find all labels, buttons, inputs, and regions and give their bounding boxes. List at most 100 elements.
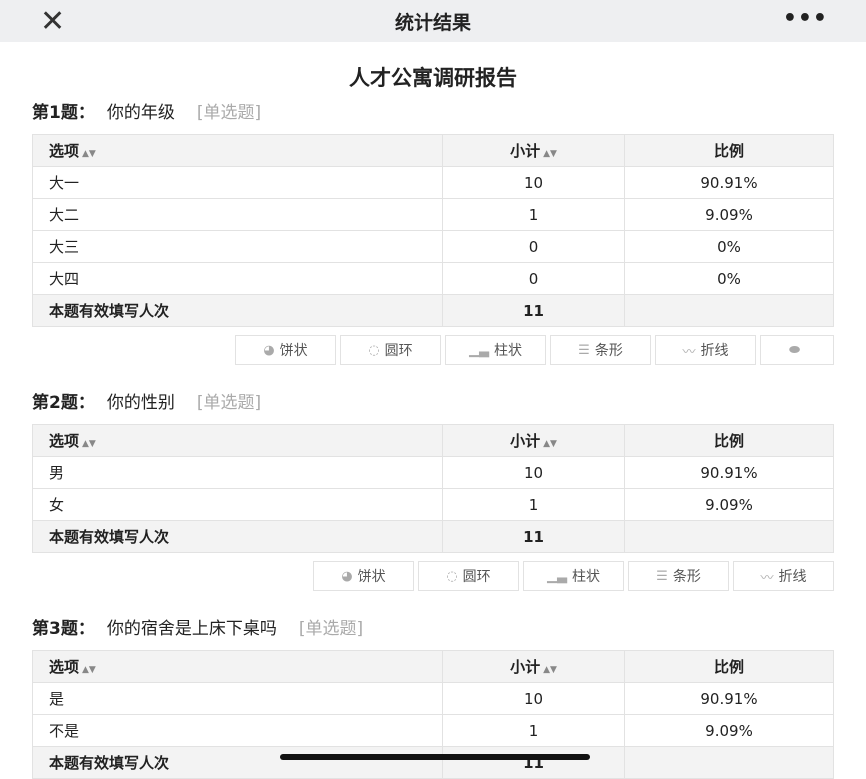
count-cell: 0: [442, 230, 625, 263]
table-header: 选项 ▲▼ 小计 ▲▼ 比例: [32, 424, 834, 457]
hbar-icon: ☰: [578, 342, 590, 358]
chart-button-line[interactable]: 〰折线: [733, 561, 834, 591]
chart-button-bar[interactable]: ▁▃ 柱状: [445, 335, 546, 365]
table-row: 是 10 90.91%: [32, 682, 834, 715]
option-cell: 大四: [32, 262, 443, 295]
ratio-cell: 0%: [624, 262, 834, 295]
pie-icon: ◕: [341, 568, 353, 584]
chart-button-label: 饼状: [357, 569, 386, 585]
sort-icon[interactable]: ▲▼: [543, 149, 557, 159]
bar-icon: ▁▃: [547, 568, 567, 584]
table-row: 不是 1 9.09%: [32, 714, 834, 747]
chart-button-ring[interactable]: ◌ 圆环: [418, 561, 519, 591]
chart-button-label: 条形: [594, 343, 623, 359]
question-number: 第1题：: [32, 102, 95, 123]
count-cell: 10: [442, 166, 625, 199]
table-header: 选项 ▲▼ 小计 ▲▼ 比例: [32, 650, 834, 683]
header-label: 选项: [49, 658, 80, 676]
line-icon: 〰: [682, 344, 696, 360]
header-label: 选项: [49, 432, 80, 450]
count-cell: 10: [442, 682, 625, 715]
ratio-cell: 9.09%: [624, 488, 834, 521]
home-indicator[interactable]: [280, 754, 590, 760]
chart-button-label: 折线: [700, 343, 729, 359]
header-option[interactable]: 选项 ▲▼: [32, 424, 443, 457]
header-ratio: 比例: [624, 650, 834, 683]
chart-button-label: 条形: [672, 569, 701, 585]
line-icon: 〰: [760, 570, 774, 586]
chart-button-ring[interactable]: ◌ 圆环: [340, 335, 441, 365]
header-count[interactable]: 小计 ▲▼: [442, 134, 625, 167]
chart-button-label: 圆环: [462, 569, 491, 585]
count-cell: 0: [442, 262, 625, 295]
ring-icon: ◌: [368, 342, 380, 358]
chart-button-hbar[interactable]: ☰ 条形: [628, 561, 729, 591]
header-count[interactable]: 小计 ▲▼: [442, 650, 625, 683]
question-type: [单选题]: [196, 392, 262, 413]
question-2: 第2题： 你的性别 [单选题] 选项 ▲▼ 小计 ▲▼ 比例男 10 90.91% 女 1 9.0…: [32, 386, 834, 591]
header-ratio: 比例: [624, 134, 834, 167]
header-option[interactable]: 选项 ▲▼: [32, 134, 443, 167]
total-count: 11: [442, 746, 625, 779]
question-number: 第3题：: [32, 618, 95, 639]
ratio-cell: 0%: [624, 230, 834, 263]
chart-button-pie[interactable]: ◕ 饼状: [313, 561, 414, 591]
sort-icon[interactable]: ▲▼: [543, 439, 557, 449]
sort-icon[interactable]: ▲▼: [82, 439, 96, 449]
option-cell: 大三: [32, 230, 443, 263]
more-icon[interactable]: •••: [782, 6, 828, 31]
chart-button-bar[interactable]: ▁▃ 柱状: [523, 561, 624, 591]
option-cell: 女: [32, 488, 443, 521]
header-label: 小计: [510, 142, 541, 160]
chart-button-line[interactable]: 〰折线: [655, 335, 756, 365]
ratio-cell: 9.09%: [624, 714, 834, 747]
table-row: 大一 10 90.91%: [32, 166, 834, 199]
ratio-cell: 9.09%: [624, 198, 834, 231]
chart-button-hide-chart[interactable]: ⬬: [760, 335, 834, 365]
option-cell: 是: [32, 682, 443, 715]
header-label: 小计: [510, 432, 541, 450]
hbar-icon: ☰: [656, 568, 668, 584]
total-label: 本题有效填写人次: [32, 520, 443, 553]
result-table: 选项 ▲▼ 小计 ▲▼ 比例男 10 90.91% 女 1 9.09% 本题有效填写人次 11: [32, 424, 834, 553]
question-title: 第3题： 你的宿舍是上床下桌吗 [单选题]: [32, 612, 834, 640]
ratio-cell: 90.91%: [624, 456, 834, 489]
header-option[interactable]: 选项 ▲▼: [32, 650, 443, 683]
question-title: 第2题： 你的性别 [单选题]: [32, 386, 834, 414]
header-count[interactable]: 小计 ▲▼: [442, 424, 625, 457]
question-text: 你的性别: [106, 392, 175, 413]
sort-icon[interactable]: ▲▼: [82, 665, 96, 675]
table-row: 女 1 9.09%: [32, 488, 834, 521]
total-row: 本题有效填写人次 11: [32, 294, 834, 327]
chart-button-label: 柱状: [494, 343, 522, 359]
question-text: 你的年级: [106, 102, 175, 123]
option-cell: 男: [32, 456, 443, 489]
question-text: 你的宿舍是上床下桌吗: [106, 618, 277, 639]
chart-button-label: 折线: [778, 569, 807, 585]
chart-button-hbar[interactable]: ☰ 条形: [550, 335, 651, 365]
chart-button-label: 柱状: [572, 569, 600, 585]
report-title: 人才公寓调研报告: [349, 66, 517, 90]
sort-icon[interactable]: ▲▼: [82, 149, 96, 159]
question-type: [单选题]: [196, 102, 262, 123]
count-cell: 1: [442, 488, 625, 521]
empty-cell: [624, 520, 834, 553]
sort-icon[interactable]: ▲▼: [543, 665, 557, 675]
chart-type-buttons: ◕ 饼状 ◌ 圆环 ▁▃ 柱状 ☰ 条形〰折线 ⬬: [32, 335, 834, 365]
empty-cell: [624, 746, 834, 779]
chart-button-label: 饼状: [279, 343, 308, 359]
header-ratio: 比例: [624, 424, 834, 457]
total-count: 11: [442, 520, 625, 553]
table-row: 大三 0 0%: [32, 230, 834, 263]
question-number: 第2题：: [32, 392, 95, 413]
chart-button-pie[interactable]: ◕ 饼状: [235, 335, 336, 365]
option-cell: 大二: [32, 198, 443, 231]
result-table: 选项 ▲▼ 小计 ▲▼ 比例 大一 10 90.91% 大二 1 9.09% 大三 0 0% 大四 0 0%…: [32, 134, 834, 327]
close-icon[interactable]: ✕: [40, 4, 66, 39]
empty-cell: [624, 294, 834, 327]
option-cell: 大一: [32, 166, 443, 199]
ring-icon: ◌: [446, 568, 458, 584]
total-count: 11: [442, 294, 625, 327]
top-bar: ✕ 统计结果 •••: [0, 0, 866, 42]
count-cell: 1: [442, 714, 625, 747]
